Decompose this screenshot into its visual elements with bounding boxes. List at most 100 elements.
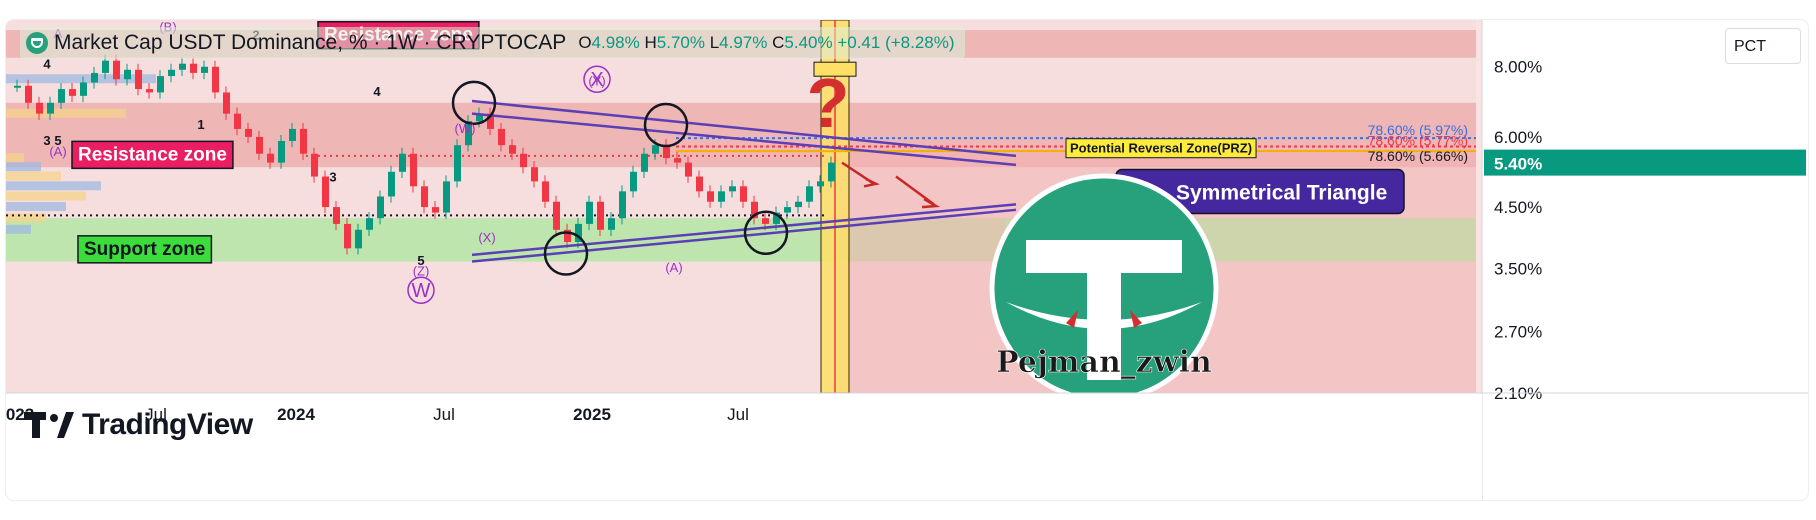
wave-circle-label: X — [590, 69, 603, 91]
candle-body — [740, 186, 747, 202]
wave-label: 1 — [197, 117, 204, 132]
candle-body — [366, 218, 373, 230]
wave-circle-label: W — [412, 280, 431, 302]
candle-body — [685, 162, 692, 177]
candle-body — [245, 128, 252, 137]
fib-label-1: 78.60% (5.77%) — [1368, 132, 1468, 148]
high-key: H — [644, 33, 657, 52]
candle-body — [135, 69, 142, 90]
candle-body — [652, 145, 659, 154]
candle-body — [267, 153, 274, 163]
candle-body — [322, 176, 329, 208]
last-price-tag — [1484, 149, 1806, 176]
tether-t-shape — [1026, 240, 1182, 380]
y-tick-label: 2.70% — [1494, 323, 1542, 342]
volume-profile-bar — [6, 74, 156, 84]
candle-body — [36, 102, 43, 114]
wave-label: (Z) — [413, 263, 430, 278]
candle-body — [14, 85, 21, 88]
triangle-line-1 — [471, 112, 1017, 167]
candle-body — [278, 141, 285, 163]
volume-profile-bar — [6, 191, 86, 201]
wave-label: (A) — [49, 144, 66, 159]
candle-body — [212, 66, 219, 93]
candle-body — [520, 153, 527, 168]
candle-body — [399, 153, 406, 172]
fib-label-2: 78.60% (5.66%) — [1368, 148, 1468, 164]
candle-body — [575, 223, 582, 242]
candle-body — [762, 218, 769, 224]
wave-label: 5 — [54, 133, 61, 148]
candle-body — [487, 113, 494, 129]
candle-body — [234, 113, 241, 129]
candle-body — [586, 201, 593, 224]
fib-label-0: 78.60% (5.97%) — [1368, 122, 1468, 138]
projection-arrow — [895, 175, 941, 209]
symbol-header[interactable]: Market Cap USDT Dominance, % · 1W · CRYP… — [20, 27, 965, 59]
open-value: 4.98% — [591, 33, 640, 52]
low-key: L — [709, 33, 720, 52]
low-value: 4.97% — [719, 33, 768, 52]
triangle-line-0 — [471, 99, 1017, 158]
tradingview-logo-icon — [24, 412, 74, 438]
candle-body — [784, 207, 791, 213]
tether-ring — [1006, 302, 1202, 329]
candle-body — [300, 128, 307, 154]
x-tick-label: 2024 — [277, 405, 315, 424]
candle-body — [256, 136, 263, 154]
x-tick-label: Jul — [727, 405, 749, 424]
tether-logo-icon — [26, 32, 48, 54]
tether-mark-left — [1066, 310, 1078, 328]
candle-body — [344, 223, 351, 249]
x-tick-label: 2025 — [573, 405, 611, 424]
price-chart[interactable]: 78.60% (5.97%)78.60% (5.77%)78.60% (5.66… — [6, 20, 1808, 500]
question-tag — [813, 61, 857, 77]
volume-profile-bar — [6, 181, 101, 191]
y-tick-label: 8.00% — [1494, 58, 1542, 77]
candle-body — [355, 229, 362, 249]
candle-body — [179, 63, 186, 70]
candle-body — [432, 207, 439, 213]
candle-body — [817, 181, 824, 187]
candle-body — [201, 66, 208, 73]
candle-body — [806, 186, 813, 202]
candle-body — [751, 201, 758, 219]
resistance-zone-label-mid-box — [71, 140, 234, 170]
candle-body — [608, 218, 615, 230]
candle-body — [69, 89, 76, 96]
watermark-text: TradingView — [82, 408, 253, 441]
wave-label: 3 — [43, 133, 50, 148]
volume-profile-bar — [6, 224, 31, 234]
candle-body — [421, 186, 428, 208]
wave-label: (Y) — [588, 74, 605, 89]
wave-circle — [407, 276, 435, 304]
candle-body — [113, 60, 120, 80]
y-tick-label: 6.00% — [1494, 128, 1542, 147]
candle-body — [289, 128, 296, 142]
candle-body — [91, 72, 98, 83]
candle-body — [454, 145, 461, 182]
volume-profile-bar — [6, 153, 24, 163]
volume-profile-bar — [6, 162, 41, 172]
candle-body — [674, 158, 681, 163]
candle-body — [311, 153, 318, 177]
candle-body — [773, 212, 780, 224]
candle-body — [498, 128, 505, 146]
candle-body — [564, 229, 571, 242]
prz-label-box — [1065, 138, 1257, 159]
wave-label: 4 — [43, 56, 51, 71]
open-key: O — [578, 33, 592, 52]
candle-body — [25, 85, 32, 103]
candle-body — [410, 153, 417, 187]
y-tick-label: 3.50% — [1494, 259, 1542, 278]
candle-body — [388, 171, 395, 197]
candle-body — [168, 69, 175, 77]
candle-body — [333, 207, 340, 224]
scale-mode-button[interactable]: PCT — [1725, 28, 1801, 64]
close-value: 5.40% — [784, 33, 833, 52]
candle-body — [597, 201, 604, 230]
candle-body — [696, 176, 703, 192]
candle-body — [443, 181, 450, 213]
candle-body — [795, 201, 802, 208]
candle-body — [553, 201, 560, 230]
